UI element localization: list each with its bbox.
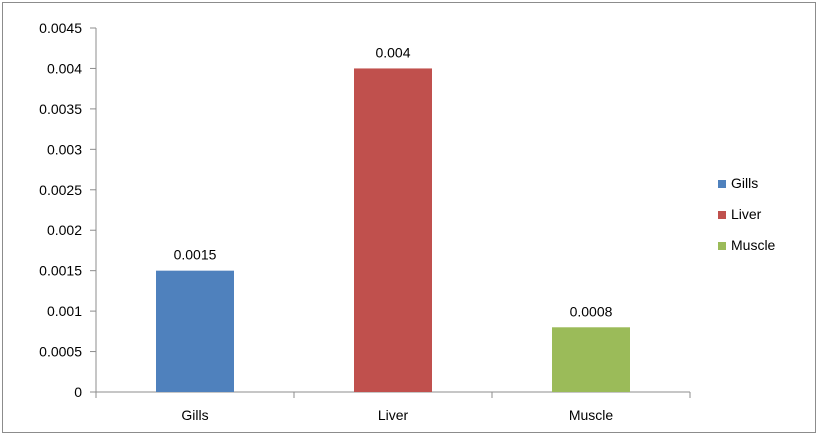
legend-swatch-gills: [718, 180, 726, 188]
x-tick-label-liver: Liver: [378, 407, 409, 423]
y-tick-label: 0.003: [47, 141, 82, 157]
y-tick-label: 0.0005: [39, 344, 82, 360]
data-label-muscle: 0.0008: [570, 303, 613, 319]
x-tick-label-gills: Gills: [181, 407, 208, 423]
legend: Gills Liver Muscle: [718, 175, 776, 253]
legend-swatch-muscle: [718, 242, 726, 250]
legend-label-gills: Gills: [731, 175, 758, 191]
y-tick-label: 0.001: [47, 303, 82, 319]
bars: [156, 68, 630, 392]
x-tick-label-muscle: Muscle: [569, 407, 614, 423]
data-label-liver: 0.004: [375, 44, 410, 60]
bar-gills: [156, 270, 234, 392]
bar-liver: [354, 68, 432, 392]
data-label-gills: 0.0015: [174, 247, 217, 263]
y-tick-label: 0.0025: [39, 182, 82, 198]
y-tick-label: 0.0035: [39, 101, 82, 117]
y-tick-label: 0.0015: [39, 263, 82, 279]
y-axis: 0 0.0005 0.001 0.0015 0.002 0.0025 0.003 0.0035…: [39, 20, 97, 400]
y-tick-label: 0.0045: [39, 20, 82, 36]
y-tick-label: 0.004: [47, 60, 82, 76]
data-labels: 0.0015 0.004 0.0008: [174, 44, 613, 319]
legend-swatch-liver: [718, 211, 726, 219]
legend-label-muscle: Muscle: [731, 237, 776, 253]
legend-label-liver: Liver: [731, 206, 762, 222]
y-tick-label: 0.002: [47, 222, 82, 238]
bar-muscle: [552, 327, 630, 392]
y-tick-label: 0: [74, 384, 82, 400]
